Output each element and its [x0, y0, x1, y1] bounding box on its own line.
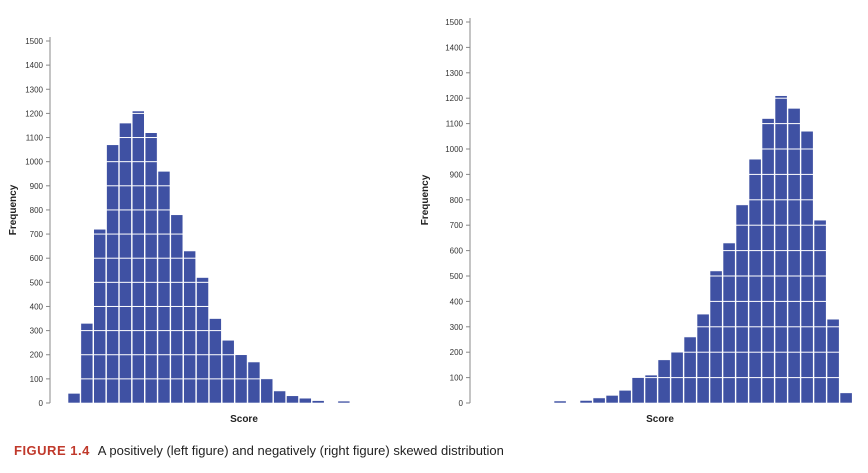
histogram-bar: [761, 118, 775, 404]
y-tick-label: 700: [30, 230, 44, 239]
histogram-bar: [286, 395, 299, 404]
histogram-bar: [209, 318, 222, 404]
histogram-bar: [196, 277, 209, 404]
y-tick-label: 100: [30, 375, 44, 384]
histogram-bar: [183, 250, 196, 404]
histogram-bar: [298, 397, 312, 404]
histogram-bar: [311, 400, 325, 404]
histogram-bar: [774, 95, 788, 404]
y-tick-label: 500: [30, 278, 44, 287]
y-axis-title: Frequency: [8, 184, 19, 235]
histogram-bar: [93, 228, 107, 404]
y-tick-label: 900: [30, 182, 44, 191]
y-tick-label: 1000: [445, 145, 463, 154]
y-tick-label: 100: [450, 374, 464, 383]
x-axis-title: Score: [230, 414, 258, 425]
histogram-bar: [748, 158, 762, 404]
histogram-bar: [144, 132, 158, 404]
histogram-bar: [800, 130, 814, 404]
y-tick-label: 700: [450, 221, 464, 230]
y-axis-title: Frequency: [420, 174, 431, 225]
figure-canvas: 0100200300400500600700800900100011001200…: [8, 18, 853, 425]
histogram-bar: [618, 389, 632, 404]
histogram-bar: [605, 395, 619, 404]
y-tick-label: 600: [30, 254, 44, 263]
histogram-bar: [592, 397, 606, 404]
y-tick-label: 1400: [25, 61, 43, 70]
y-tick-label: 1300: [445, 69, 463, 78]
y-tick-label: 1400: [445, 43, 463, 52]
y-tick-label: 1100: [446, 120, 464, 129]
histogram-bar: [221, 339, 235, 404]
histogram-bar: [553, 400, 567, 404]
y-tick-label: 1200: [25, 109, 43, 118]
y-tick-label: 400: [450, 297, 464, 306]
figure-caption: FIGURE 1.4 A positively (left figure) and…: [14, 443, 504, 458]
y-tick-label: 900: [450, 170, 464, 179]
histogram-bar: [80, 323, 94, 404]
x-axis-title: Score: [646, 414, 674, 425]
y-tick-label: 500: [450, 272, 464, 281]
y-tick-label: 1000: [25, 158, 43, 167]
y-tick-label: 200: [450, 348, 464, 357]
y-tick-label: 1200: [445, 94, 463, 103]
y-tick-label: 800: [30, 206, 44, 215]
y-tick-label: 300: [30, 327, 44, 336]
histogram-bar: [696, 313, 710, 404]
histogram-bar: [260, 378, 274, 404]
histogram-bar: [131, 110, 145, 404]
histogram-bar: [106, 144, 119, 404]
y-tick-label: 1500: [445, 18, 463, 27]
histogram-bar: [787, 108, 801, 404]
histogram-bar: [67, 393, 81, 404]
figure-caption-text: A positively (left figure) and negativel…: [97, 443, 504, 458]
histogram-bar: [709, 270, 723, 404]
histogram-bar: [337, 400, 351, 404]
y-tick-label: 400: [30, 302, 44, 311]
histogram-bar: [644, 374, 658, 404]
histogram-bar: [839, 392, 853, 404]
y-tick-label: 1300: [25, 85, 43, 94]
figure-label: FIGURE 1.4: [14, 443, 90, 458]
histogram-bar: [683, 336, 697, 404]
y-tick-label: 800: [450, 196, 464, 205]
y-tick-label: 300: [450, 323, 464, 332]
y-tick-label: 200: [30, 351, 44, 360]
histogram-bar: [735, 204, 749, 404]
y-tick-label: 1100: [26, 134, 44, 143]
y-tick-label: 1500: [25, 37, 43, 46]
histogram-bar: [170, 214, 184, 404]
histogram-bar: [813, 219, 827, 404]
histogram-bar: [722, 242, 736, 404]
histogram-bar: [826, 318, 840, 404]
histogram-bar: [579, 400, 593, 404]
left-histogram: 0 100 200 300 400 500 600 700 800 900 1000 1100 1200…: [8, 37, 351, 425]
histogram-bar: [631, 377, 645, 404]
y-tick-label: 600: [450, 247, 464, 256]
y-tick-label: 0: [459, 399, 464, 408]
histogram-bar: [247, 361, 261, 404]
histogram-bar: [657, 359, 671, 404]
histogram-bar: [273, 390, 286, 404]
y-tick-label: 0: [39, 399, 44, 408]
histogram-bar: [119, 122, 132, 404]
right-histogram: 0 100 200 300 400 500 600 700 800 900 1000 1100 1200…: [420, 18, 853, 425]
histogram-bar: [157, 171, 171, 404]
